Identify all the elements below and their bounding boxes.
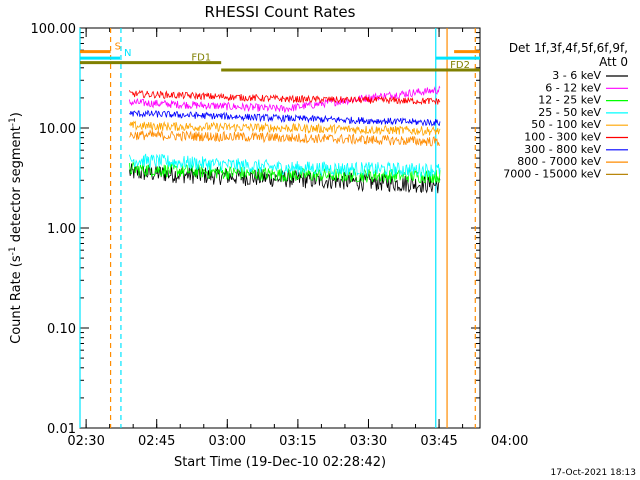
y-tick-label: 1.00 bbox=[47, 222, 76, 237]
series-line bbox=[129, 129, 441, 147]
x-tick-label: 02:45 bbox=[138, 434, 175, 449]
x-tick-label: 03:00 bbox=[209, 434, 246, 449]
plot-frame bbox=[79, 27, 481, 429]
series-line bbox=[129, 85, 441, 113]
annotation-label: N bbox=[124, 48, 131, 59]
series-line bbox=[129, 120, 441, 136]
x-tick-label: 03:45 bbox=[420, 434, 457, 449]
series-line bbox=[129, 109, 441, 127]
legend-label: 800 - 7000 keV bbox=[517, 155, 601, 168]
y-tick-label: 0.10 bbox=[47, 322, 76, 337]
annotation-label: FD1 bbox=[191, 53, 211, 64]
y-axis-label-tail: detector segment bbox=[9, 126, 24, 246]
x-tick-label: 02:30 bbox=[67, 434, 104, 449]
y-axis-label-end: ) bbox=[9, 112, 24, 117]
y-axis: 100.00 10.00 1.00 0.10 0.01 bbox=[31, 22, 480, 437]
y-axis-label-start: Count Rate (s bbox=[9, 255, 24, 344]
annotation-label: FD2 bbox=[450, 60, 470, 71]
x-tick-label: 04:00 bbox=[491, 434, 528, 449]
y-axis-label: Count Rate (s-1 detector segment-1) bbox=[8, 112, 24, 344]
x-tick-label: 03:30 bbox=[350, 434, 387, 449]
y-tick-label: 0.01 bbox=[47, 422, 76, 437]
legend-label: 100 - 300 keV bbox=[524, 131, 601, 144]
x-axis-label: Start Time (19-Dec-10 02:28:42) bbox=[174, 455, 386, 470]
y-axis-label-sup2: -1 bbox=[8, 117, 18, 126]
legend-header-detectors: Det 1f,3f,4f,5f,6f,9f, bbox=[509, 41, 628, 55]
y-tick-label: 10.00 bbox=[39, 122, 76, 137]
annotation-label: S bbox=[115, 42, 121, 53]
attenuator-state-lines bbox=[79, 28, 476, 428]
legend-label: 12 - 25 keV bbox=[538, 94, 601, 107]
count-rate-series bbox=[129, 85, 441, 194]
series-line bbox=[129, 153, 441, 179]
legend-label: 7000 - 15000 keV bbox=[503, 167, 601, 180]
series-line bbox=[129, 161, 441, 184]
legend-label: 25 - 50 keV bbox=[538, 106, 601, 119]
state-annotation-bars: SN FD1 FD2 bbox=[80, 42, 480, 72]
legend-label: 3 - 6 keV bbox=[552, 69, 601, 82]
series-line bbox=[129, 89, 441, 106]
legend-header-attenuator: Att 0 bbox=[599, 55, 628, 69]
legend-label: 50 - 100 keV bbox=[531, 118, 601, 131]
legend-label: 300 - 800 keV bbox=[524, 143, 601, 156]
y-tick-label: 100.00 bbox=[31, 22, 77, 37]
x-axis: 02:30 02:45 03:00 03:15 03:30 03:45 04:00 bbox=[67, 28, 528, 449]
y-axis-label-sup: -1 bbox=[8, 246, 18, 255]
generation-timestamp: 17-Oct-2021 18:13 bbox=[551, 468, 636, 478]
legend-label: 6 - 12 keV bbox=[545, 81, 601, 94]
legend: Det 1f,3f,4f,5f,6f,9f, Att 0 3 - 6 keV6 … bbox=[503, 41, 628, 180]
x-tick-label: 03:15 bbox=[279, 434, 316, 449]
chart-title: RHESSI Count Rates bbox=[205, 3, 356, 21]
